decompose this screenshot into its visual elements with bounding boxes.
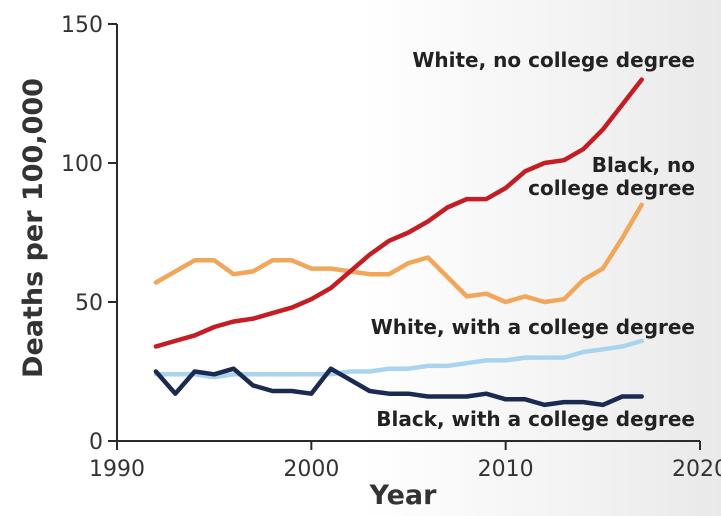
y-tick-label: 50 [75, 291, 103, 316]
x-tick-label: 1990 [89, 457, 145, 482]
series-label-black-no-college-degree: Black, no college degree [528, 153, 695, 200]
y-tick-label: 0 [89, 430, 103, 455]
series-label-line: college degree [528, 176, 695, 200]
series-lines [153, 77, 644, 408]
series-label-line: Black, with a college degree [376, 407, 695, 431]
series-label-black-with-a-college-degree: Black, with a college degree [376, 407, 695, 431]
series-labels: White, no college degree Black, no college… [371, 48, 695, 431]
y-tick-label: 150 [61, 13, 103, 38]
x-axis-title: Year [369, 480, 438, 511]
y-tick-label: 100 [61, 152, 103, 177]
series-label-white-with-a-college-degree: White, with a college degree [371, 315, 695, 339]
y-axis-title: Deaths per 100,000 [18, 78, 49, 378]
series-label-line: White, with a college degree [371, 315, 695, 339]
series-label-white-no-college-degree: White, no college degree [412, 48, 695, 72]
axes [116, 24, 700, 442]
x-tick-label: 2000 [283, 457, 339, 482]
series-line-black-with-a-college-degree [153, 366, 644, 408]
x-tick-label: 2010 [478, 457, 534, 482]
series-line-white-no-college-degree [153, 77, 644, 349]
series-label-line: Black, no [592, 153, 695, 177]
series-line-black-no-college-degree [153, 202, 644, 305]
series-label-line: White, no college degree [412, 48, 695, 72]
